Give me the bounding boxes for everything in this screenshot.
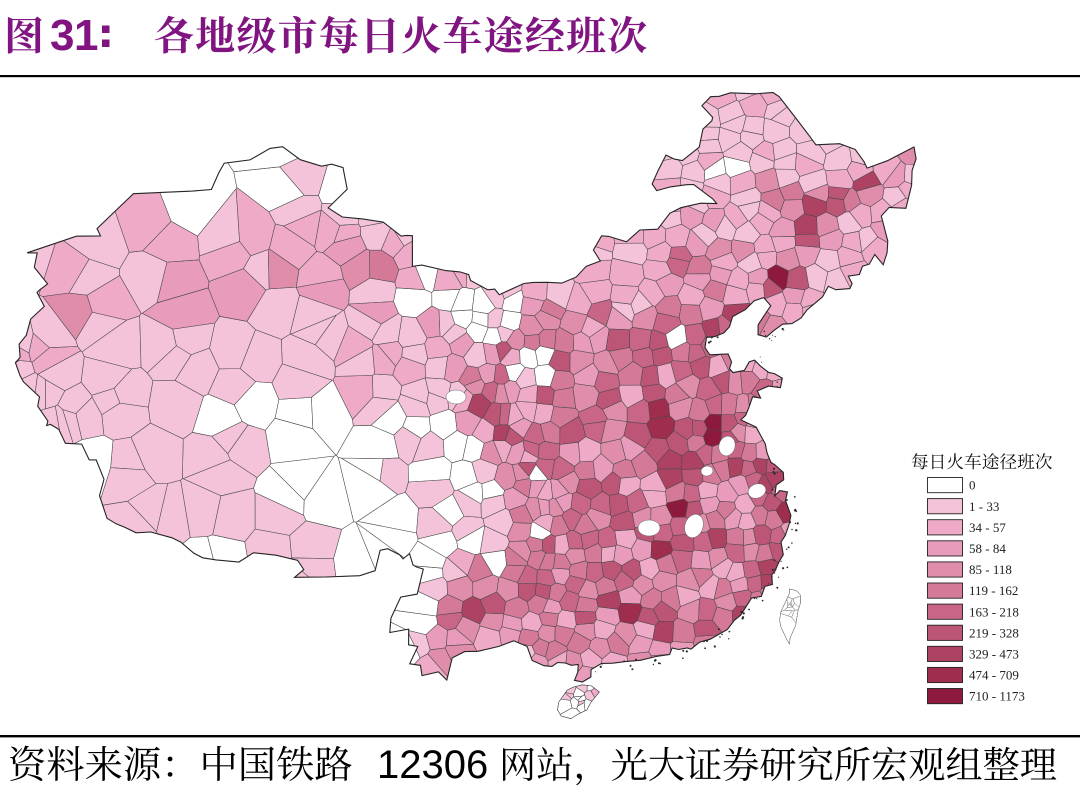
svg-text:0: 0 bbox=[969, 478, 976, 493]
svg-text:219 - 328: 219 - 328 bbox=[969, 625, 1019, 640]
svg-text:710 - 1173: 710 - 1173 bbox=[969, 689, 1025, 704]
svg-text:474 - 709: 474 - 709 bbox=[969, 668, 1019, 683]
svg-text:58 - 84: 58 - 84 bbox=[969, 541, 1006, 556]
svg-text:163 - 218: 163 - 218 bbox=[969, 604, 1019, 619]
svg-text:85 - 118: 85 - 118 bbox=[969, 562, 1012, 577]
svg-text:119 - 162: 119 - 162 bbox=[969, 583, 1018, 598]
svg-text:12306: 12306 bbox=[377, 743, 488, 787]
svg-text:1 - 33: 1 - 33 bbox=[969, 499, 999, 514]
svg-text:31: 31 bbox=[50, 11, 98, 60]
svg-text:34 - 57: 34 - 57 bbox=[969, 520, 1006, 535]
svg-text:329 - 473: 329 - 473 bbox=[969, 647, 1019, 662]
